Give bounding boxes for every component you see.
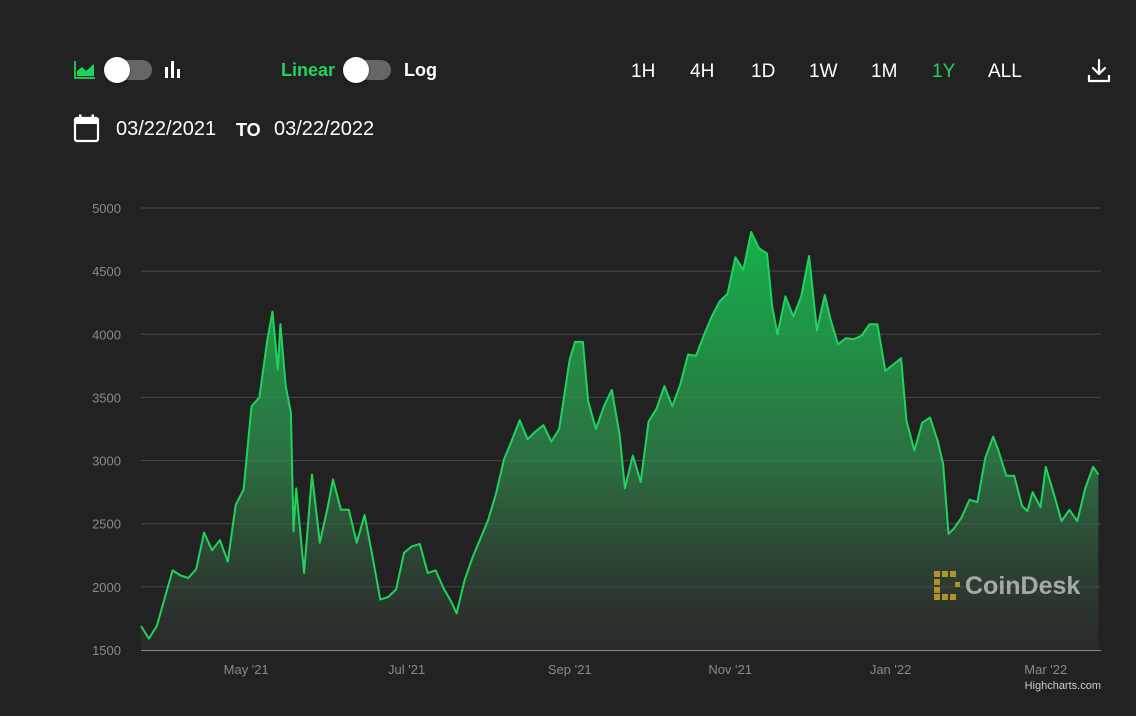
date-separator: TO bbox=[236, 120, 261, 140]
range-button-1d[interactable]: 1D bbox=[751, 61, 776, 82]
range-button-1m[interactable]: 1M bbox=[871, 61, 898, 82]
x-tick-label: Jan '22 bbox=[870, 662, 912, 677]
y-tick-label: 2500 bbox=[92, 517, 121, 532]
range-button-1h[interactable]: 1H bbox=[631, 61, 656, 82]
area-chart-icon[interactable] bbox=[74, 59, 96, 79]
scale-linear-label[interactable]: Linear bbox=[281, 60, 336, 80]
y-tick-label: 3000 bbox=[92, 454, 121, 469]
highcharts-credits[interactable]: Highcharts.com bbox=[1025, 680, 1101, 692]
x-tick-label: May '21 bbox=[224, 662, 269, 677]
y-tick-label: 3500 bbox=[92, 390, 121, 405]
coindesk-watermark-text: CoinDesk bbox=[965, 572, 1080, 600]
chart-type-toggle-knob bbox=[104, 57, 130, 83]
range-button-1w[interactable]: 1W bbox=[809, 61, 838, 82]
y-tick-label: 2000 bbox=[92, 580, 121, 595]
x-tick-label: Jul '21 bbox=[388, 662, 425, 677]
series-group bbox=[140, 231, 1100, 650]
coindesk-watermark: CoinDesk bbox=[934, 571, 1080, 600]
coindesk-logo-icon bbox=[934, 571, 960, 600]
date-from-input[interactable]: 03/22/2021 bbox=[116, 118, 217, 140]
scale-toggle-knob bbox=[343, 57, 369, 83]
chart-toolbar: Linear Log 1H 4H 1D 1W 1M 1Y ALL 03/22/2… bbox=[0, 0, 1136, 143]
x-tick-label: Mar '22 bbox=[1024, 662, 1067, 677]
calendar-icon[interactable] bbox=[73, 114, 100, 143]
range-button-4h[interactable]: 4H bbox=[690, 61, 715, 82]
scale-toggle[interactable] bbox=[343, 57, 391, 83]
scale-log-label[interactable]: Log bbox=[404, 60, 437, 80]
x-axis: May '21 Jul '21 Sep '21 Nov '21 Jan '22 Mar '… bbox=[224, 662, 1068, 677]
chart-type-toggle[interactable] bbox=[104, 57, 152, 83]
range-button-1y[interactable]: 1Y bbox=[932, 61, 956, 82]
y-tick-label: 4000 bbox=[92, 327, 121, 342]
x-tick-label: Sep '21 bbox=[548, 662, 592, 677]
y-tick-label: 5000 bbox=[92, 201, 121, 216]
range-button-all[interactable]: ALL bbox=[988, 61, 1022, 82]
date-to-input[interactable]: 03/22/2022 bbox=[274, 118, 375, 140]
download-icon[interactable] bbox=[1087, 58, 1111, 84]
bar-chart-icon[interactable] bbox=[164, 59, 182, 79]
price-line[interactable] bbox=[140, 231, 1100, 640]
y-tick-label: 1500 bbox=[92, 643, 121, 658]
y-tick-label: 4500 bbox=[92, 264, 121, 279]
x-tick-label: Nov '21 bbox=[708, 662, 752, 677]
y-axis: 1500 2000 2500 3000 3500 4000 4500 5000 bbox=[92, 201, 121, 658]
